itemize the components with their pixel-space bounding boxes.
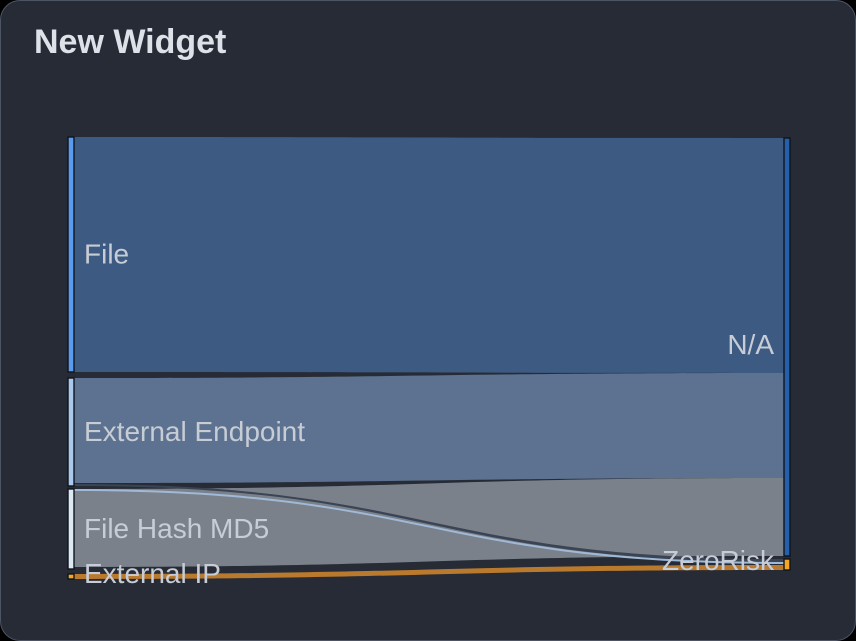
svg-text:File Hash MD5: File Hash MD5 xyxy=(84,513,269,544)
svg-text:N/A: N/A xyxy=(727,329,774,360)
svg-text:File: File xyxy=(84,239,129,270)
svg-text:ZeroRisk: ZeroRisk xyxy=(662,545,775,576)
svg-text:External IP: External IP xyxy=(84,558,221,589)
svg-text:External Endpoint: External Endpoint xyxy=(84,416,305,447)
